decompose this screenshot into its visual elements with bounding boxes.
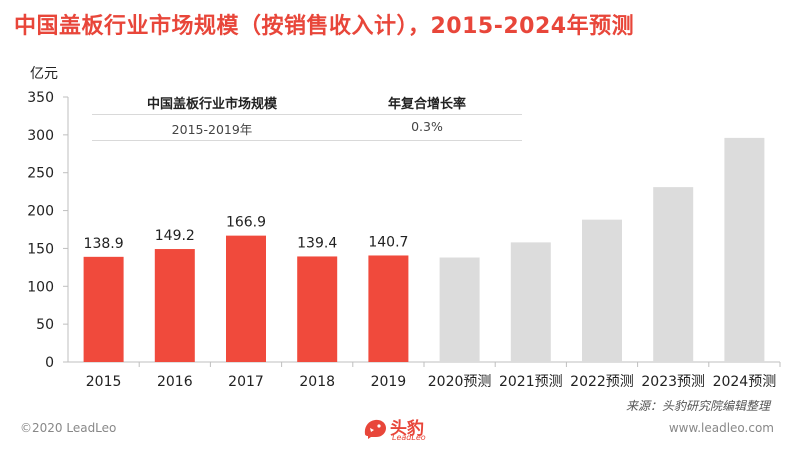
- x-tick-label: 2020预测: [428, 374, 492, 390]
- copyright-text: ©2020 LeadLeo: [20, 421, 117, 435]
- y-tick-label: 0: [45, 355, 54, 371]
- forecast-bar: [510, 242, 551, 362]
- actual-bar: [154, 249, 195, 362]
- leopard-icon: [364, 419, 386, 439]
- website-link[interactable]: www.leadleo.com: [668, 421, 774, 435]
- logo-text: 头豹: [390, 419, 424, 439]
- y-axis-unit: 亿元: [30, 66, 58, 82]
- source-note: 来源：头豹研究院编辑整理: [625, 399, 770, 413]
- y-tick-label: 200: [27, 204, 54, 220]
- data-label: 140.7: [368, 234, 408, 250]
- data-label: 138.9: [84, 236, 124, 252]
- forecast-bar: [653, 187, 694, 362]
- page-title: 中国盖板行业市场规模（按销售收入计），2015-2024年预测: [14, 14, 635, 39]
- x-tick-label: 2021预测: [499, 374, 563, 390]
- x-tick-label: 2019: [371, 374, 407, 390]
- x-tick-label: 2023预测: [641, 374, 705, 390]
- data-label: 139.4: [297, 235, 337, 251]
- cagr-value: 0.3%: [411, 119, 443, 134]
- x-tick-label: 2018: [299, 374, 335, 390]
- cagr-header-market: 中国盖板行业市场规模: [146, 97, 277, 112]
- leadleo-logo: 头豹 LeadLeo: [362, 412, 442, 444]
- x-tick-label: 2015: [86, 374, 122, 390]
- cagr-table-row: 2015-2019年 0.3%: [92, 116, 522, 141]
- actual-bar: [368, 255, 409, 362]
- y-tick-label: 50: [36, 317, 54, 333]
- actual-bar: [226, 235, 266, 362]
- forecast-bar: [582, 219, 622, 362]
- forecast-bar: [724, 137, 765, 362]
- logo-subtext: LeadLeo: [392, 433, 426, 442]
- x-tick-label: 2022预测: [570, 374, 634, 390]
- x-tick-label: 2024预测: [713, 374, 777, 390]
- cagr-table-header: 中国盖板行业市场规模 年复合增长率: [92, 90, 522, 115]
- cagr-period: 2015-2019年: [171, 122, 253, 137]
- x-tick-label: 2016: [157, 374, 193, 390]
- data-label: 149.2: [155, 228, 195, 244]
- cagr-header-rate: 年复合增长率: [387, 97, 466, 112]
- cagr-table: 中国盖板行业市场规模 年复合增长率 2015-2019年 0.3%: [92, 90, 522, 146]
- data-label: 166.9: [226, 215, 266, 231]
- y-tick-label: 350: [27, 90, 54, 106]
- y-tick-label: 100: [27, 279, 54, 295]
- y-tick-label: 150: [27, 241, 54, 257]
- x-tick-label: 2017: [228, 374, 264, 390]
- actual-bar: [83, 256, 124, 362]
- actual-bar: [297, 256, 338, 362]
- y-tick-label: 300: [27, 128, 54, 144]
- y-tick-label: 250: [27, 166, 54, 182]
- forecast-bar: [439, 257, 480, 362]
